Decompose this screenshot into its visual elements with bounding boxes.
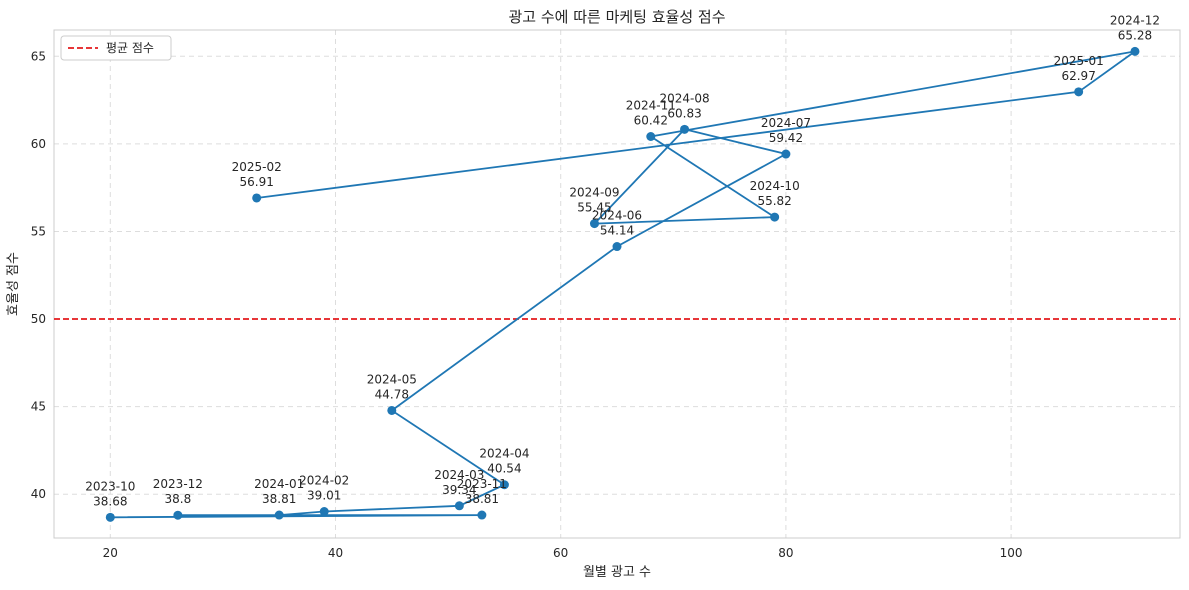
y-tick-label: 45 (31, 400, 46, 414)
point-value-label: 38.81 (465, 492, 499, 506)
grid (54, 30, 1180, 538)
point-date-label: 2024-05 (367, 372, 417, 386)
data-point-2023-10 (105, 512, 115, 522)
point-value-label: 55.82 (757, 194, 791, 208)
point-date-label: 2024-03 (434, 468, 484, 482)
x-tick-label: 100 (1000, 546, 1023, 560)
point-value-label: 39.34 (442, 483, 476, 497)
point-date-label: 2024-09 (569, 186, 619, 200)
point-value-label: 60.42 (634, 114, 668, 128)
y-axis-ticks: 40 45 50 55 60 65 (31, 49, 46, 501)
data-point-2024-12 (1130, 46, 1140, 56)
data-point-2024-04 (499, 480, 509, 490)
point-date-label: 2025-02 (232, 160, 282, 174)
point-value-label: 39.01 (307, 489, 341, 503)
legend-box (60, 35, 172, 61)
point-date-label: 2024-10 (750, 179, 800, 193)
plot-area (53, 29, 1181, 539)
x-tick-label: 60 (553, 546, 568, 560)
point-value-label: 60.83 (667, 106, 701, 120)
point-date-label: 2024-01 (254, 477, 304, 491)
data-point-2024-01 (274, 510, 284, 520)
chart-title: 광고 수에 따른 마케팅 효율성 점수 (508, 8, 725, 26)
point-value-label: 59.42 (769, 131, 803, 145)
point-date-label: 2025-01 (1054, 54, 1104, 68)
data-point-2024-05 (387, 405, 397, 415)
point-date-label: 2024-07 (761, 116, 811, 130)
point-date-label: 2024-12 (1110, 13, 1160, 27)
point-value-label: 38.68 (93, 494, 127, 508)
point-date-label: 2023-12 (153, 477, 203, 491)
x-tick-label: 20 (103, 546, 118, 560)
point-value-label: 44.78 (375, 387, 409, 401)
data-point-2023-12 (173, 510, 183, 520)
point-date-label: 2023-11 (457, 477, 507, 491)
point-value-label: 38.8 (165, 492, 192, 506)
point-date-label: 2024-08 (659, 91, 709, 105)
y-tick-label: 50 (31, 312, 46, 326)
point-value-label: 54.14 (600, 224, 634, 238)
data-point-2023-11 (477, 510, 487, 520)
data-point-2024-08 (680, 124, 690, 134)
data-point-2024-10 (770, 212, 780, 222)
point-date-label: 2024-02 (299, 474, 349, 488)
point-date-label: 2024-11 (626, 99, 676, 113)
y-tick-label: 40 (31, 487, 46, 501)
y-tick-label: 65 (31, 49, 46, 63)
point-date-label: 2023-10 (85, 479, 135, 493)
x-axis-ticks: 20 40 60 80 100 (103, 546, 1023, 560)
point-date-label: 2024-06 (592, 209, 642, 223)
data-point-2024-11 (646, 132, 656, 142)
point-value-label: 62.97 (1061, 69, 1095, 83)
point-date-label: 2024-04 (479, 447, 529, 461)
point-value-label: 65.28 (1118, 28, 1152, 42)
data-point-2024-03 (454, 501, 464, 511)
y-tick-label: 60 (31, 137, 46, 151)
x-tick-label: 40 (328, 546, 343, 560)
series-markers (105, 46, 1140, 522)
legend: 평균 점수 (60, 35, 172, 61)
point-value-label: 56.91 (240, 175, 274, 189)
data-point-2024-07 (781, 149, 791, 159)
data-point-2025-02 (252, 193, 262, 203)
x-axis-label: 월별 광고 수 (583, 565, 651, 580)
legend-label: 평균 점수 (106, 41, 154, 55)
point-value-label: 55.45 (577, 201, 611, 215)
x-tick-label: 80 (778, 546, 793, 560)
data-point-2024-02 (319, 507, 329, 517)
point-value-label: 40.54 (487, 462, 521, 476)
point-value-label: 38.81 (262, 492, 296, 506)
data-point-2024-06 (612, 242, 622, 252)
data-point-2025-01 (1074, 87, 1084, 97)
y-tick-label: 55 (31, 224, 46, 238)
data-labels: 2023-1038.682023-1138.812023-1238.82024-… (85, 13, 1160, 508)
y-axis-label: 효율성 점수 (6, 252, 21, 316)
series-line (110, 50, 1136, 519)
data-point-2024-09 (589, 219, 599, 229)
